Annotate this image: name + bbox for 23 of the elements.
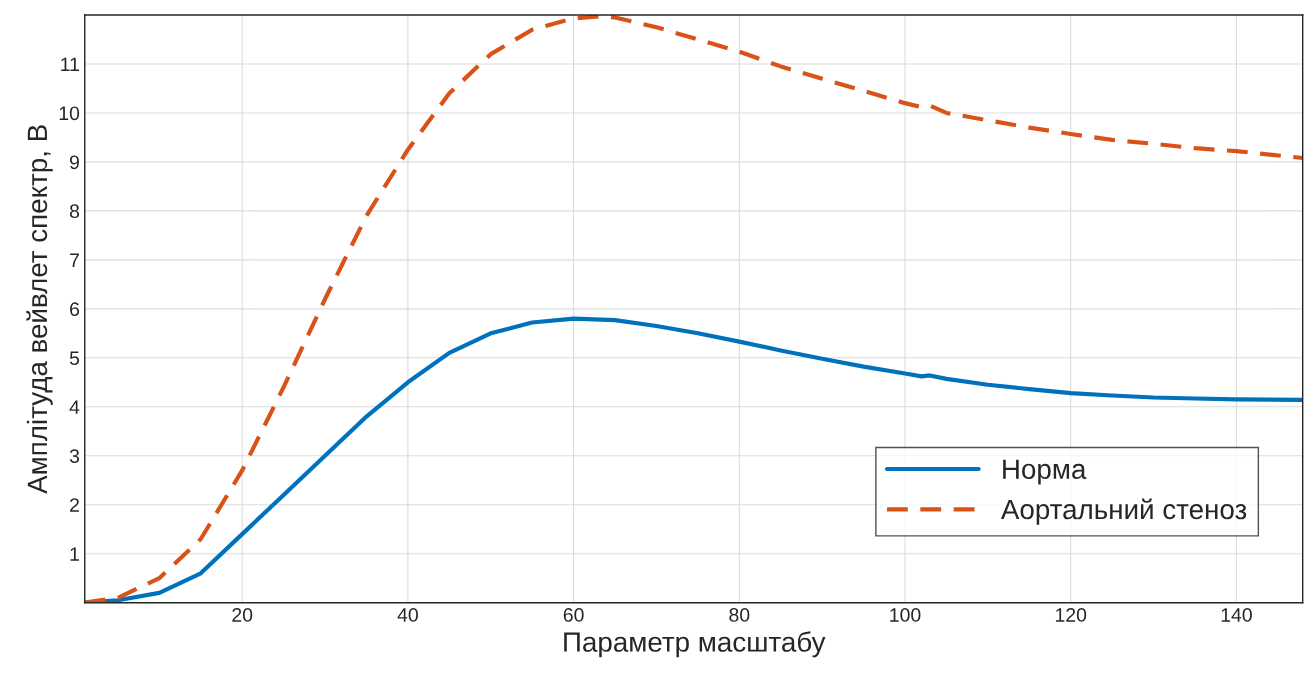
x-tick-label: 80 xyxy=(729,608,750,622)
x-tick-label: 120 xyxy=(1055,608,1087,622)
y-tick-label: 10 xyxy=(59,106,80,121)
line-series xyxy=(84,14,1303,603)
y-tick-label: 3 xyxy=(69,449,80,463)
y-tick-label: 6 xyxy=(70,302,80,317)
y-tick-label: 1 xyxy=(70,547,79,561)
y-tick-label: 8 xyxy=(69,204,80,219)
y-tick-label: 4 xyxy=(69,400,80,414)
y-tick-label: 9 xyxy=(70,155,79,170)
y-tick-label: 11 xyxy=(61,57,79,71)
y-tick-label: 7 xyxy=(70,253,79,267)
legend-label: Норма xyxy=(1003,459,1087,485)
x-tick-label: 140 xyxy=(1221,608,1252,622)
x-tick-label: 20 xyxy=(232,608,253,622)
x-tick-label: 40 xyxy=(397,608,418,622)
x-tick-label: 60 xyxy=(563,608,584,622)
y-tick-label: 5 xyxy=(69,351,80,366)
y-tick-label: 2 xyxy=(70,498,79,512)
x-tick-label: 100 xyxy=(890,608,921,622)
x-axis-title: Параметр масштабу xyxy=(564,631,826,658)
y-axis-title: Амплітуда вейвлет спектр, В xyxy=(26,125,53,494)
legend-label: Аортальний стеноз xyxy=(1000,498,1247,525)
